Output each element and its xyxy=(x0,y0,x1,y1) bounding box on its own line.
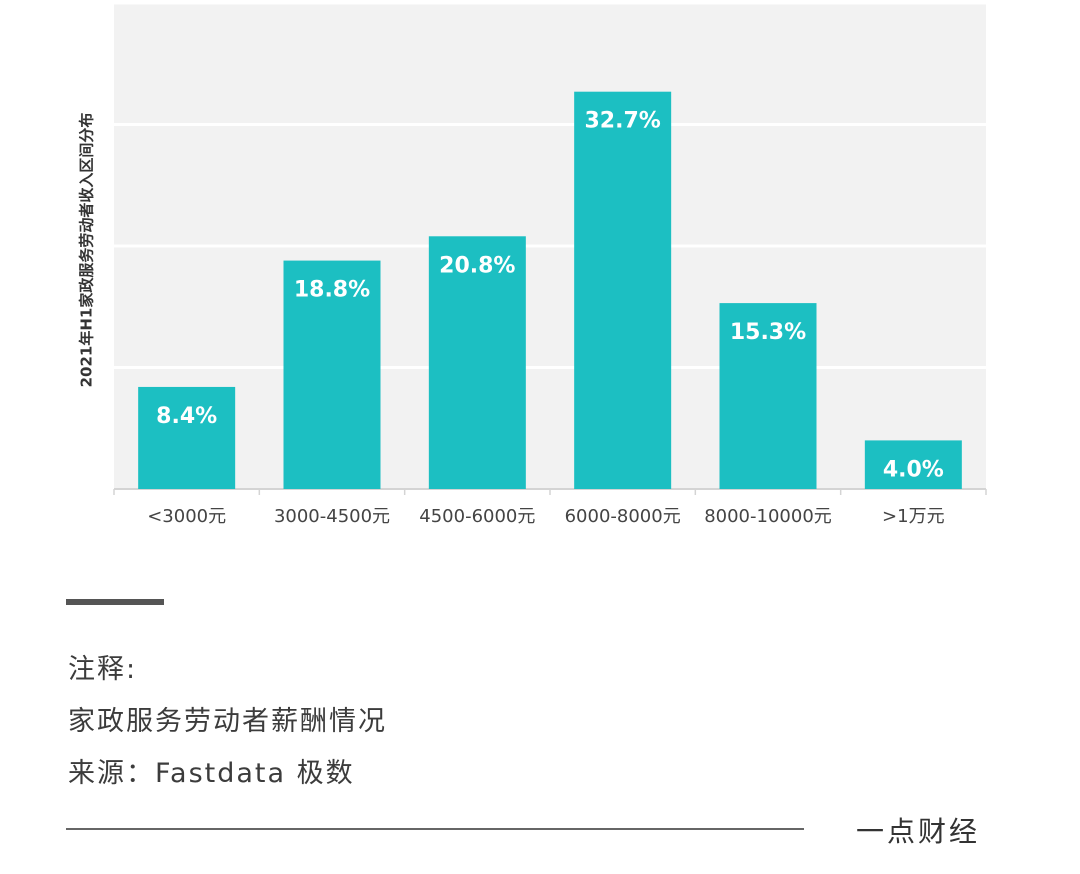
bar xyxy=(864,440,962,489)
bar xyxy=(428,236,526,489)
bar-data-label: 8.4% xyxy=(156,404,217,429)
bar-chart-svg: 8.4% <3000元 18.8% 3000-4500元 20.8% 4500-6000元… xyxy=(113,1,987,527)
bar-data-label: 18.8% xyxy=(294,278,370,303)
x-tick-label: 3000-4500元 xyxy=(274,506,390,527)
footer-rule xyxy=(66,828,804,830)
chart: 8.4% <3000元 18.8% 3000-4500元 20.8% 4500-6000元… xyxy=(77,1,987,527)
bar-data-label: 4.0% xyxy=(883,457,944,482)
bar-data-label: 15.3% xyxy=(730,320,806,345)
bar xyxy=(574,91,672,489)
notes-description: 家政服务劳动者薪酬情况 xyxy=(68,706,387,737)
x-tick-label: <3000元 xyxy=(147,506,226,527)
x-tick-label: >1万元 xyxy=(882,506,945,527)
bar-data-label: 32.7% xyxy=(585,109,661,134)
x-tick-label: 8000-10000元 xyxy=(704,506,832,527)
notes-source: 来源：Fastdata 极数 xyxy=(68,758,355,789)
brand-name: 一点财经 xyxy=(856,815,981,848)
decorative-divider xyxy=(66,599,164,605)
notes-heading: 注释: xyxy=(68,654,138,685)
y-axis-label: 2021年H1家政服务劳动者收入区间分布 xyxy=(77,112,96,388)
bar xyxy=(138,386,236,489)
bar xyxy=(283,260,381,489)
x-tick-label: 6000-8000元 xyxy=(565,506,681,527)
bar-data-label: 20.8% xyxy=(439,253,515,278)
x-tick-label: 4500-6000元 xyxy=(419,506,535,527)
bar xyxy=(719,303,817,489)
